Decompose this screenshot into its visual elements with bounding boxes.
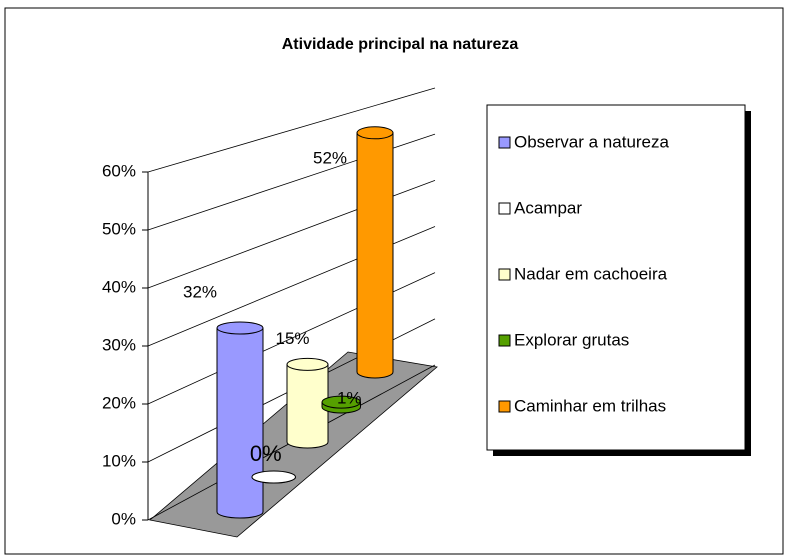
data-label: 0%: [250, 441, 282, 466]
legend-label: Nadar em cachoeira: [514, 264, 668, 283]
y-tick-label: 0%: [111, 509, 136, 528]
legend-swatch: [498, 136, 511, 149]
legend-swatch: [498, 334, 511, 347]
cylinder-top: [356, 126, 394, 140]
cylinder-body: [286, 363, 329, 449]
cylinder-top: [286, 357, 329, 371]
y-tick-label: 30%: [102, 335, 136, 354]
y-tick-label: 50%: [102, 219, 136, 238]
grid-line: [147, 87, 436, 173]
legend-label: Acampar: [514, 198, 582, 217]
legend-label: Observar a natureza: [514, 132, 670, 151]
legend-swatch: [498, 400, 511, 413]
cylinder-top: [216, 321, 264, 335]
y-tick-label: 10%: [102, 451, 136, 470]
cylinder-top: [321, 395, 361, 409]
chart-title: Atividade principal na natureza: [282, 36, 519, 53]
y-tick-label: 20%: [102, 393, 136, 412]
cylinder-body: [216, 327, 264, 519]
y-tick-label: 60%: [102, 161, 136, 180]
cylinder-body: [356, 132, 394, 379]
legend-label: Caminhar em trilhas: [514, 396, 666, 415]
data-label: 1%: [337, 389, 362, 408]
data-label: 15%: [275, 329, 309, 348]
y-tick-label: 40%: [102, 277, 136, 296]
legend-label: Explorar grutas: [514, 330, 629, 349]
legend-swatch: [498, 202, 511, 215]
data-label: 32%: [183, 282, 217, 301]
data-label: 52%: [313, 148, 347, 167]
legend: [486, 104, 746, 451]
legend-swatch: [498, 268, 511, 281]
cylinder-top: [251, 470, 296, 484]
